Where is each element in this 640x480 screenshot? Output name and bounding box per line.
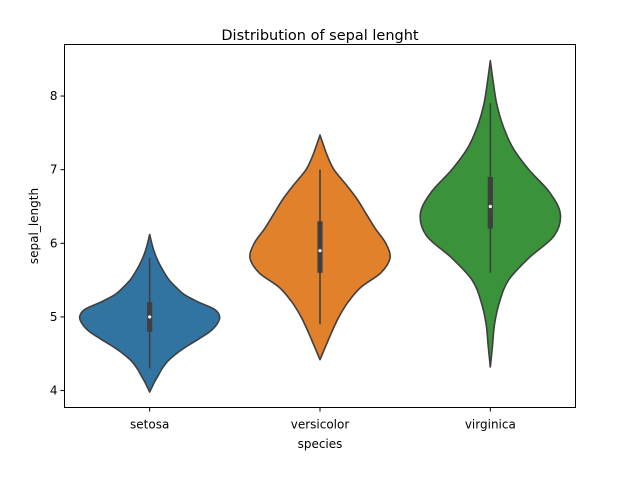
y-axis-ticks: 4 5 6 7 8 xyxy=(50,89,65,398)
iqr-box-versicolor xyxy=(317,221,323,273)
median-dot-virginica xyxy=(488,204,492,209)
x-axis-ticks: setosa versicolor virginica xyxy=(130,407,516,432)
median-dot-versicolor xyxy=(318,249,322,253)
plot-frame xyxy=(64,44,576,408)
x-tick-label-virginica: virginica xyxy=(465,418,516,432)
iqr-box-virginica xyxy=(487,177,493,229)
y-tick-label: 7 xyxy=(50,163,58,177)
y-axis-title: sepal_length xyxy=(27,188,41,264)
median-dot-setosa xyxy=(148,315,152,319)
y-tick-label: 8 xyxy=(50,89,58,103)
y-tick-label: 4 xyxy=(50,384,58,398)
x-tick-label-versicolor: versicolor xyxy=(291,418,350,432)
violin-group xyxy=(78,59,562,393)
x-axis-title: species xyxy=(298,437,343,451)
y-tick-label: 5 xyxy=(50,310,58,324)
x-tick-label-setosa: setosa xyxy=(130,418,169,432)
y-tick-label: 6 xyxy=(50,236,58,250)
chart-title: Distribution of sepal lenght xyxy=(221,28,419,44)
